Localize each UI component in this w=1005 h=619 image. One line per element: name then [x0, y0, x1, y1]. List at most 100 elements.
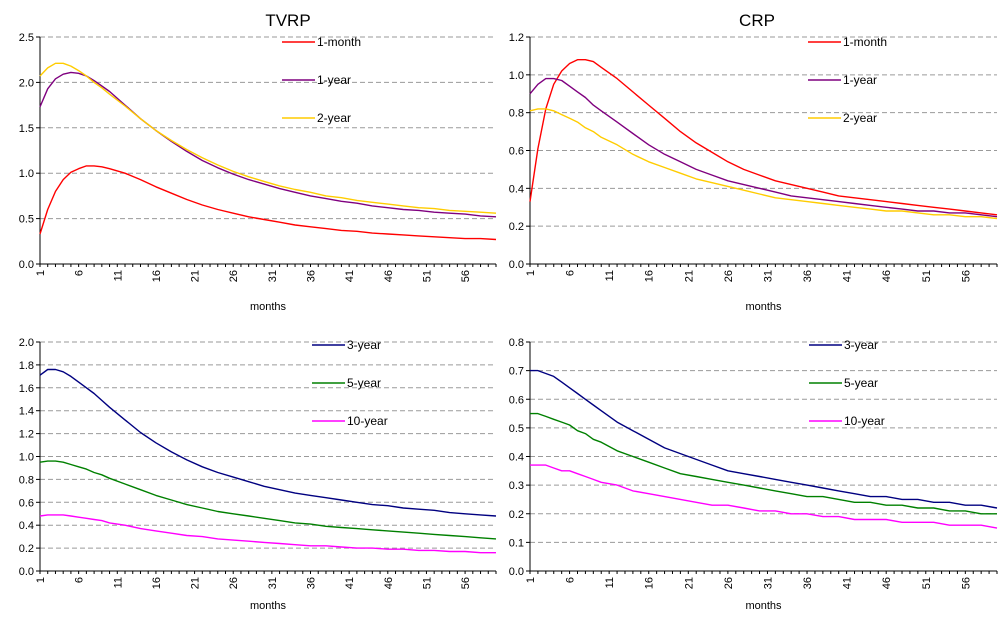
x-tick-label: 21 — [683, 577, 695, 589]
y-tick-label: 0.3 — [509, 480, 524, 492]
x-tick-label: 31 — [762, 270, 774, 282]
y-tick-label: 1.0 — [19, 168, 34, 180]
x-tick-label: 26 — [723, 577, 735, 589]
x-tick-label: 26 — [723, 270, 735, 282]
y-tick-label: 1.4 — [19, 406, 34, 418]
x-tick-label: 41 — [344, 577, 356, 589]
y-tick-label: 2.0 — [19, 77, 34, 89]
legend-label: 10-year — [347, 414, 388, 428]
x-tick-label: 11 — [112, 270, 124, 281]
x-tick-label: 51 — [421, 577, 433, 589]
y-tick-label: 1.0 — [19, 452, 34, 464]
y-tick-label: 0.2 — [509, 221, 524, 233]
x-tick-label: 6 — [74, 270, 86, 276]
y-tick-label: 0.0 — [19, 259, 34, 271]
x-tick-label: 1 — [525, 270, 537, 276]
x-tick-label: 56 — [960, 577, 972, 589]
x-tick-label: 16 — [151, 577, 163, 589]
x-tick-label: 1 — [35, 270, 47, 276]
y-tick-label: 0.0 — [509, 566, 524, 578]
x-tick-label: 46 — [881, 577, 893, 589]
x-tick-label: 16 — [644, 270, 656, 282]
x-tick-label: 21 — [190, 270, 202, 282]
y-tick-label: 0.0 — [19, 566, 34, 578]
x-tick-label: 46 — [383, 270, 395, 282]
x-tick-label: 41 — [842, 577, 854, 589]
legend-label: 1-year — [317, 73, 351, 87]
x-axis-label: months — [745, 301, 782, 313]
series-line-3-year — [530, 369, 998, 509]
x-tick-label: 56 — [460, 577, 472, 589]
y-tick-label: 0.6 — [19, 497, 34, 509]
y-tick-label: 1.6 — [19, 383, 34, 395]
x-tick-label: 11 — [604, 577, 616, 588]
x-tick-label: 41 — [842, 270, 854, 282]
series-line-3-year — [39, 368, 497, 517]
legend-label: 3-year — [844, 338, 878, 352]
x-tick-label: 51 — [921, 270, 933, 282]
y-tick-label: 0.4 — [19, 520, 34, 532]
x-tick-label: 36 — [306, 270, 318, 282]
x-tick-label: 16 — [644, 577, 656, 589]
y-tick-label: 0.5 — [509, 423, 524, 435]
x-tick-label: 56 — [960, 270, 972, 282]
y-tick-label: 0.2 — [19, 543, 34, 555]
x-tick-label: 56 — [460, 270, 472, 282]
x-tick-label: 31 — [267, 270, 279, 282]
series-line-1-month — [39, 165, 497, 241]
chart-title: CRP — [739, 11, 775, 30]
x-tick-label: 16 — [151, 270, 163, 282]
x-tick-label: 21 — [683, 270, 695, 282]
y-tick-label: 0.8 — [509, 337, 524, 349]
y-tick-label: 0.8 — [509, 108, 524, 120]
series-line-1-year — [39, 71, 497, 218]
x-tick-label: 36 — [802, 270, 814, 282]
legend-label: 1-month — [843, 35, 887, 49]
y-tick-label: 0.1 — [509, 537, 524, 549]
x-tick-label: 1 — [35, 577, 47, 583]
y-tick-label: 0.0 — [509, 259, 524, 271]
series-line-5-year — [39, 460, 497, 540]
x-tick-label: 41 — [344, 270, 356, 282]
x-tick-label: 46 — [881, 270, 893, 282]
series-line-5-year — [530, 412, 997, 515]
x-tick-label: 6 — [565, 577, 577, 583]
y-tick-label: 2.5 — [19, 32, 34, 44]
chart-panel-bottom-right: 0.00.10.20.30.40.50.60.70.81 6 11 16 21 26 31 3… — [509, 337, 998, 612]
series-line-1-year — [529, 77, 998, 218]
x-tick-label: 31 — [762, 577, 774, 589]
x-tick-label: 11 — [112, 577, 124, 588]
legend-label: 1-month — [317, 35, 361, 49]
y-tick-label: 1.2 — [19, 429, 34, 441]
legend-label: 5-year — [347, 376, 381, 390]
x-tick-label: 51 — [921, 577, 933, 589]
legend-label: 1-year — [843, 73, 877, 87]
x-axis-label: months — [250, 600, 287, 612]
x-tick-label: 1 — [525, 577, 537, 583]
legend-label: 5-year — [844, 376, 878, 390]
chart-panel-bottom-left: 0.00.20.40.60.81.01.21.41.61.82.01 6 11 16 2… — [19, 337, 497, 612]
y-tick-label: 0.4 — [509, 183, 524, 195]
series-line-10-year — [530, 464, 998, 529]
x-tick-label: 36 — [802, 577, 814, 589]
y-tick-label: 0.6 — [509, 394, 524, 406]
legend-label: 2-year — [317, 111, 351, 125]
y-tick-label: 1.0 — [509, 70, 524, 82]
chart-title: TVRP — [265, 11, 310, 30]
y-tick-label: 0.7 — [509, 366, 524, 378]
series-line-2-year — [39, 62, 497, 214]
y-tick-label: 1.2 — [509, 32, 524, 44]
series-line-2-year — [529, 108, 998, 220]
x-tick-label: 26 — [228, 270, 240, 282]
x-axis-label: months — [745, 600, 782, 612]
y-tick-label: 1.5 — [19, 123, 34, 135]
y-tick-label: 0.2 — [509, 509, 524, 521]
y-tick-label: 1.8 — [19, 360, 34, 372]
x-tick-label: 26 — [228, 577, 240, 589]
x-tick-label: 6 — [565, 270, 577, 276]
y-tick-label: 2.0 — [19, 337, 34, 349]
x-axis-label: months — [250, 301, 287, 313]
